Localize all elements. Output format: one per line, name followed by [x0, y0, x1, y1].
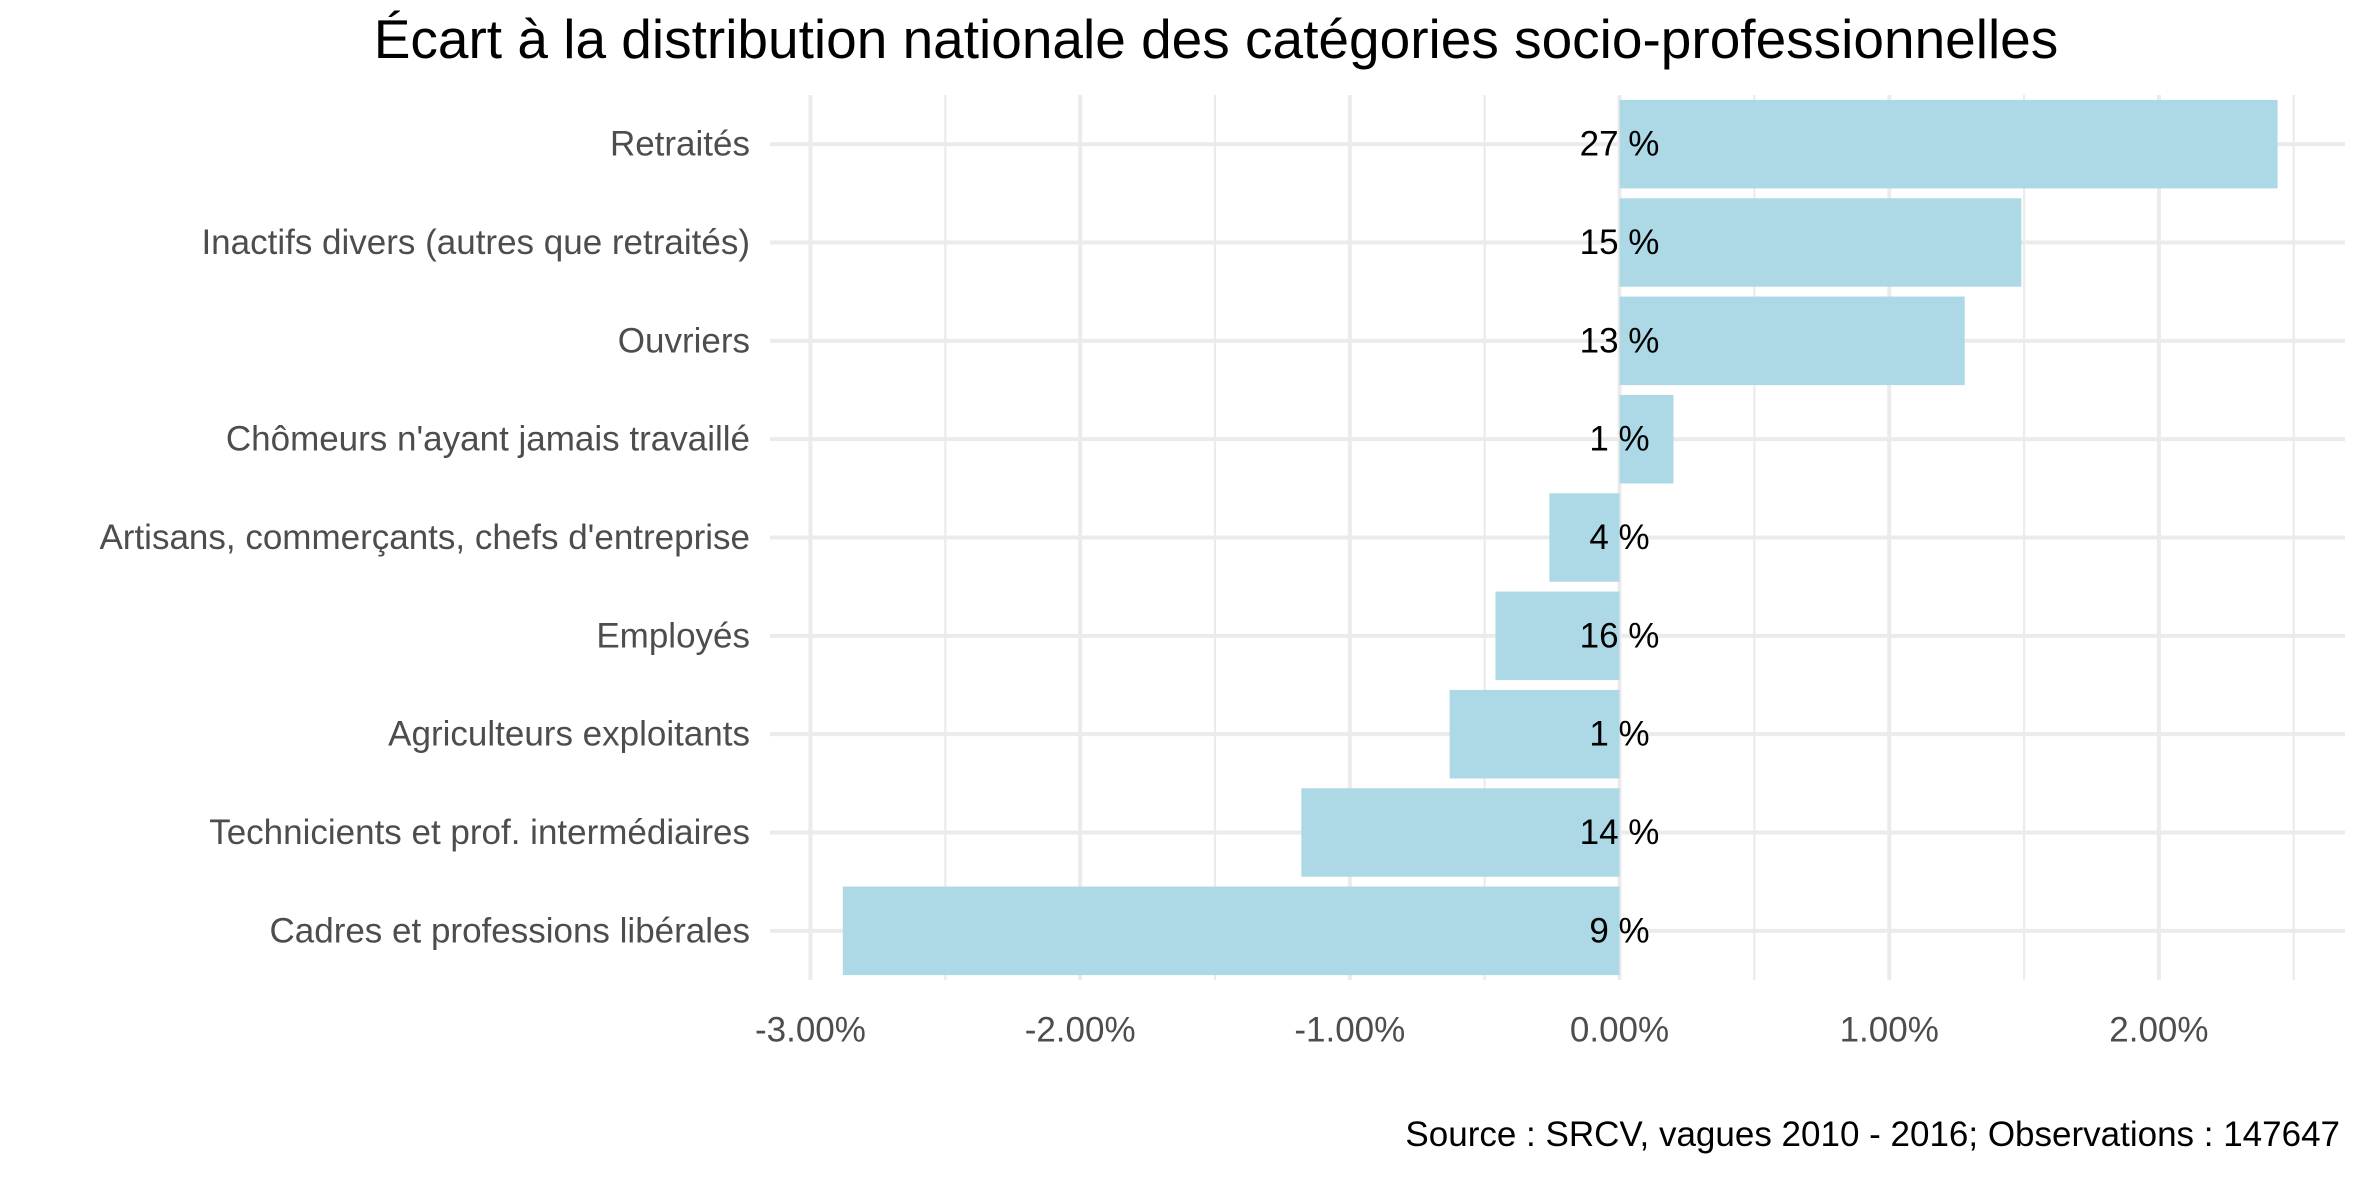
data-label: 27 % — [1580, 125, 1660, 164]
data-labels: 27 % 15 % 13 % 1 % 4 % 16 % 1 % 14 % 9 % — [1580, 125, 1660, 951]
bars — [842, 99, 2278, 976]
category-label: Technicients et prof. intermédiaires — [209, 813, 750, 852]
category-label: Retraités — [610, 125, 750, 164]
x-tick-label: -2.00% — [1025, 1011, 1136, 1050]
x-tick-label: -3.00% — [755, 1011, 866, 1050]
x-tick-label: -1.00% — [1294, 1011, 1405, 1050]
category-label: Inactifs divers (autres que retraités) — [201, 223, 750, 262]
value-axis: -3.00% -2.00% -1.00% 0.00% 1.00% 2.00% — [755, 1011, 2209, 1050]
category-label: Employés — [596, 616, 750, 655]
bar — [1449, 689, 1620, 779]
category-label: Cadres et professions libérales — [269, 911, 750, 950]
category-axis: Retraités Inactifs divers (autres que ret… — [99, 125, 750, 951]
category-label: Artisans, commerçants, chefs d'entrepris… — [99, 518, 750, 557]
data-label: 4 % — [1589, 518, 1649, 557]
data-label: 1 % — [1589, 715, 1649, 754]
x-tick-label: 0.00% — [1570, 1011, 1669, 1050]
category-label: Agriculteurs exploitants — [388, 715, 750, 754]
data-label: 15 % — [1580, 223, 1660, 262]
category-label: Ouvriers — [618, 321, 750, 360]
data-label: 14 % — [1580, 813, 1660, 852]
bar — [1619, 99, 2278, 189]
data-label: 16 % — [1580, 616, 1660, 655]
bar — [842, 886, 1620, 976]
bar — [1619, 296, 1965, 386]
data-label: 9 % — [1589, 911, 1649, 950]
data-label: 1 % — [1589, 420, 1649, 459]
bar — [1619, 394, 1674, 484]
bar — [1619, 198, 2022, 287]
bar — [1495, 591, 1620, 681]
bar — [1549, 493, 1620, 582]
x-tick-label: 2.00% — [2109, 1011, 2208, 1050]
bar — [1301, 788, 1620, 877]
chart-title: Écart à la distribution nationale des ca… — [374, 8, 2059, 70]
x-tick-label: 1.00% — [1840, 1011, 1939, 1050]
chart-caption: Source : SRCV, vagues 2010 - 2016; Obser… — [1405, 1115, 2340, 1154]
data-label: 13 % — [1580, 321, 1660, 360]
category-label: Chômeurs n'ayant jamais travaillé — [226, 420, 750, 459]
